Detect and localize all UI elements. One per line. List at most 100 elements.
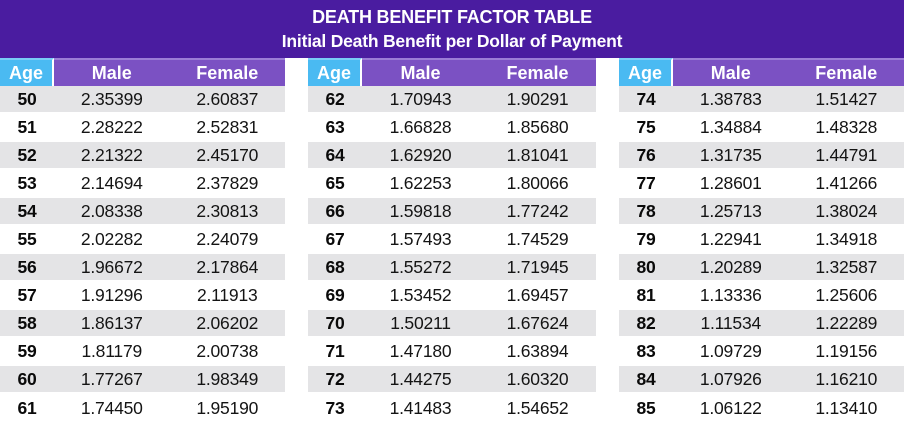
- female-factor-cell: 1.51427: [815, 88, 878, 109]
- male-factor-cell: 1.47180: [389, 340, 452, 361]
- female-factor-cell: 1.77242: [506, 200, 569, 221]
- age-cell: 51: [17, 116, 37, 137]
- table-row: 53 2.14694 2.37829: [0, 170, 285, 198]
- male-factor-cell: 1.91296: [80, 284, 143, 305]
- age-cell: 71: [325, 340, 345, 361]
- age-cell: 79: [636, 228, 656, 249]
- female-factor-cell: 1.71945: [506, 256, 569, 277]
- age-cell: 85: [636, 397, 656, 418]
- table-row: 76 1.31735 1.44791: [619, 142, 904, 170]
- age-cell: 74: [636, 88, 656, 109]
- column-header-female: Female: [788, 58, 904, 86]
- table-row: 61 1.74450 1.95190: [0, 394, 285, 422]
- male-factor-cell: 1.57493: [389, 228, 452, 249]
- female-factor-cell: 1.54652: [506, 397, 569, 418]
- age-cell: 78: [636, 200, 656, 221]
- table-body: 62 1.70943 1.90291 63 1.66828 1.85680 64…: [308, 86, 596, 422]
- table-row: 64 1.62920 1.81041: [308, 142, 596, 170]
- age-cell: 55: [17, 228, 37, 249]
- female-factor-cell: 1.81041: [506, 144, 569, 165]
- age-cell: 70: [325, 312, 345, 333]
- female-factor-cell: 1.19156: [815, 340, 878, 361]
- table-row: 67 1.57493 1.74529: [308, 226, 596, 254]
- female-factor-cell: 2.45170: [196, 144, 259, 165]
- male-factor-cell: 1.31735: [699, 144, 762, 165]
- male-factor-cell: 1.22941: [699, 228, 762, 249]
- table-row: 83 1.09729 1.19156: [619, 338, 904, 366]
- column-header-male: Male: [362, 58, 479, 86]
- male-factor-cell: 1.09729: [699, 340, 762, 361]
- table-body: 74 1.38783 1.51427 75 1.34884 1.48328 76…: [619, 86, 904, 422]
- table-row: 69 1.53452 1.69457: [308, 282, 596, 310]
- male-factor-cell: 2.21322: [80, 144, 143, 165]
- age-cell: 82: [636, 312, 656, 333]
- female-factor-cell: 2.60837: [196, 88, 259, 109]
- factor-table-ages-74-85: Age Male Female 74 1.38783 1.51427 75 1.…: [619, 58, 904, 422]
- female-factor-cell: 1.69457: [506, 284, 569, 305]
- female-factor-cell: 1.74529: [506, 228, 569, 249]
- female-factor-cell: 2.37829: [196, 172, 259, 193]
- male-factor-cell: 1.41483: [389, 397, 452, 418]
- male-factor-cell: 1.38783: [699, 88, 762, 109]
- age-cell: 56: [17, 256, 37, 277]
- female-factor-cell: 1.60320: [506, 368, 569, 389]
- factor-table-ages-62-73: Age Male Female 62 1.70943 1.90291 63 1.…: [308, 58, 596, 422]
- female-factor-cell: 1.44791: [815, 144, 878, 165]
- age-cell: 69: [325, 284, 345, 305]
- table-row: 79 1.22941 1.34918: [619, 226, 904, 254]
- age-cell: 65: [325, 172, 345, 193]
- male-factor-cell: 1.86137: [80, 312, 143, 333]
- male-factor-cell: 2.02282: [80, 228, 143, 249]
- table-header-row: Age Male Female: [619, 58, 904, 86]
- male-factor-cell: 1.62253: [389, 172, 452, 193]
- table-row: 56 1.96672 2.17864: [0, 254, 285, 282]
- table-row: 78 1.25713 1.38024: [619, 198, 904, 226]
- age-cell: 58: [17, 312, 37, 333]
- column-header-male: Male: [673, 58, 789, 86]
- table-row: 59 1.81179 2.00738: [0, 338, 285, 366]
- table-row: 71 1.47180 1.63894: [308, 338, 596, 366]
- age-cell: 50: [17, 88, 37, 109]
- factor-table-ages-50-61: Age Male Female 50 2.35399 2.60837 51 2.…: [0, 58, 285, 422]
- table-row: 80 1.20289 1.32587: [619, 254, 904, 282]
- table-row: 51 2.28222 2.52831: [0, 114, 285, 142]
- female-factor-cell: 1.41266: [815, 172, 878, 193]
- table-row: 84 1.07926 1.16210: [619, 366, 904, 394]
- page-subtitle: Initial Death Benefit per Dollar of Paym…: [281, 30, 623, 51]
- table-row: 65 1.62253 1.80066: [308, 170, 596, 198]
- male-factor-cell: 2.14694: [80, 172, 143, 193]
- male-factor-cell: 1.55272: [389, 256, 452, 277]
- table-body: 50 2.35399 2.60837 51 2.28222 2.52831 52…: [0, 86, 285, 422]
- age-cell: 83: [636, 340, 656, 361]
- female-factor-cell: 1.22289: [815, 312, 878, 333]
- female-factor-cell: 1.85680: [506, 116, 569, 137]
- male-factor-cell: 1.59818: [389, 200, 452, 221]
- age-cell: 64: [325, 144, 345, 165]
- column-header-age: Age: [308, 58, 362, 86]
- female-factor-cell: 2.06202: [196, 312, 259, 333]
- male-factor-cell: 1.07926: [699, 368, 762, 389]
- age-cell: 54: [17, 200, 37, 221]
- female-factor-cell: 2.52831: [196, 116, 259, 137]
- female-factor-cell: 1.13410: [815, 397, 878, 418]
- male-factor-cell: 1.62920: [389, 144, 452, 165]
- age-cell: 57: [17, 284, 37, 305]
- table-header-row: Age Male Female: [308, 58, 596, 86]
- table-row: 55 2.02282 2.24079: [0, 226, 285, 254]
- table-row: 82 1.11534 1.22289: [619, 310, 904, 338]
- age-cell: 84: [636, 368, 656, 389]
- column-header-age: Age: [619, 58, 673, 86]
- female-factor-cell: 1.63894: [506, 340, 569, 361]
- age-cell: 72: [325, 368, 345, 389]
- table-row: 57 1.91296 2.11913: [0, 282, 285, 310]
- table-row: 85 1.06122 1.13410: [619, 394, 904, 422]
- female-factor-cell: 1.80066: [506, 172, 569, 193]
- table-gutter: [285, 58, 308, 422]
- age-cell: 67: [325, 228, 345, 249]
- table-row: 74 1.38783 1.51427: [619, 86, 904, 114]
- female-factor-cell: 1.32587: [815, 256, 878, 277]
- male-factor-cell: 2.08338: [80, 200, 143, 221]
- table-row: 68 1.55272 1.71945: [308, 254, 596, 282]
- female-factor-cell: 1.95190: [196, 397, 259, 418]
